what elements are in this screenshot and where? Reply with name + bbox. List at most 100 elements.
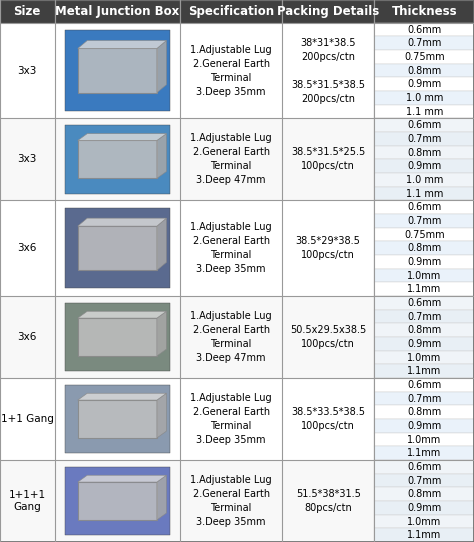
Text: 1.0mm: 1.0mm	[407, 270, 441, 281]
Bar	[55, 296, 180, 378]
Bar	[374, 214, 474, 228]
Text: 51.5*38*31.5
80pcs/ctn: 51.5*38*31.5 80pcs/ctn	[296, 489, 361, 513]
Bar	[374, 364, 474, 378]
Text: 0.8mm: 0.8mm	[407, 325, 441, 335]
Bar	[374, 501, 474, 515]
Bar	[374, 528, 474, 542]
Text: 0.8mm: 0.8mm	[407, 66, 441, 75]
Bar	[64, 467, 170, 535]
Bar	[180, 296, 282, 378]
Polygon shape	[157, 41, 166, 93]
Bar	[0, 201, 55, 296]
Text: 38.5*29*38.5
100pcs/ctn: 38.5*29*38.5 100pcs/ctn	[296, 236, 361, 260]
Bar	[180, 118, 282, 201]
Bar	[0, 460, 55, 542]
Bar	[374, 351, 474, 364]
Text: 0.9mm: 0.9mm	[407, 503, 441, 513]
Text: Size: Size	[14, 5, 41, 18]
Text: 38.5*33.5*38.5
100pcs/ctn: 38.5*33.5*38.5 100pcs/ctn	[291, 407, 365, 431]
Bar	[64, 30, 170, 111]
Polygon shape	[78, 475, 166, 482]
Polygon shape	[157, 218, 166, 270]
Text: 1.Adjustable Lug
2.General Earth
Terminal
3.Deep 35mm: 1.Adjustable Lug 2.General Earth Termina…	[190, 44, 272, 96]
Bar	[0, 118, 55, 201]
Text: 0.9mm: 0.9mm	[407, 339, 441, 349]
Text: 0.6mm: 0.6mm	[407, 462, 441, 472]
Text: 0.75mm: 0.75mm	[404, 52, 445, 62]
Text: 1.0mm: 1.0mm	[407, 517, 441, 526]
Text: 3x6: 3x6	[18, 243, 37, 253]
Bar	[374, 23, 474, 36]
Bar	[180, 201, 282, 296]
Text: 0.6mm: 0.6mm	[407, 120, 441, 130]
Bar	[374, 36, 474, 50]
Text: 1.Adjustable Lug
2.General Earth
Terminal
3.Deep 35mm: 1.Adjustable Lug 2.General Earth Termina…	[190, 475, 272, 527]
Bar	[0, 378, 55, 460]
Bar	[374, 392, 474, 405]
Bar	[78, 140, 157, 178]
Bar	[374, 447, 474, 460]
Text: 0.6mm: 0.6mm	[407, 380, 441, 390]
Bar	[55, 460, 180, 542]
Bar	[282, 201, 374, 296]
Bar	[374, 433, 474, 447]
Bar	[374, 159, 474, 173]
Bar	[374, 515, 474, 528]
Text: 38.5*31.5*25.5
100pcs/ctn: 38.5*31.5*25.5 100pcs/ctn	[291, 147, 365, 171]
Bar	[374, 78, 474, 91]
Bar	[374, 50, 474, 64]
Bar	[180, 460, 282, 542]
Bar	[374, 105, 474, 118]
Text: Packing Details: Packing Details	[277, 5, 379, 18]
Text: 38*31*38.5
200pcs/ctn

38.5*31.5*38.5
200pcs/ctn: 38*31*38.5 200pcs/ctn 38.5*31.5*38.5 200…	[291, 37, 365, 104]
Bar	[78, 400, 157, 438]
Text: 1.0mm: 1.0mm	[407, 352, 441, 363]
Text: 1+1+1
Gang: 1+1+1 Gang	[9, 490, 46, 512]
Text: 1.1 mm: 1.1 mm	[406, 107, 443, 117]
Bar	[374, 146, 474, 159]
Bar	[374, 309, 474, 324]
Bar	[282, 296, 374, 378]
Text: 0.9mm: 0.9mm	[407, 161, 441, 171]
Text: 0.6mm: 0.6mm	[407, 24, 441, 35]
Bar	[78, 48, 157, 93]
Bar	[374, 378, 474, 392]
Bar	[55, 118, 180, 201]
Text: 0.8mm: 0.8mm	[407, 407, 441, 417]
Bar	[282, 0, 374, 23]
Text: 1.0 mm: 1.0 mm	[406, 175, 443, 185]
Text: 3x3: 3x3	[18, 154, 37, 164]
Bar	[64, 208, 170, 288]
Text: 0.9mm: 0.9mm	[407, 257, 441, 267]
Text: 1.1mm: 1.1mm	[407, 448, 441, 458]
Bar	[0, 296, 55, 378]
Bar	[374, 228, 474, 241]
Bar	[374, 64, 474, 78]
Text: 3x3: 3x3	[18, 66, 37, 75]
Text: 1.Adjustable Lug
2.General Earth
Terminal
3.Deep 47mm: 1.Adjustable Lug 2.General Earth Termina…	[190, 133, 272, 185]
Bar	[374, 91, 474, 105]
Polygon shape	[78, 218, 166, 226]
Text: 0.9mm: 0.9mm	[407, 79, 441, 89]
Bar	[282, 118, 374, 201]
Bar	[374, 405, 474, 419]
Bar	[374, 255, 474, 269]
Bar	[78, 318, 157, 356]
Bar	[374, 419, 474, 433]
Bar	[374, 474, 474, 487]
Text: 1.1mm: 1.1mm	[407, 366, 441, 376]
Bar	[0, 23, 55, 118]
Text: 1.1mm: 1.1mm	[407, 530, 441, 540]
Text: 0.6mm: 0.6mm	[407, 298, 441, 308]
Polygon shape	[157, 475, 166, 520]
Text: Specification: Specification	[188, 5, 274, 18]
Bar	[282, 378, 374, 460]
Text: 1.1 mm: 1.1 mm	[406, 189, 443, 198]
Bar	[180, 0, 282, 23]
Text: 0.75mm: 0.75mm	[404, 230, 445, 240]
Bar	[55, 201, 180, 296]
Bar	[374, 296, 474, 309]
Text: 1.Adjustable Lug
2.General Earth
Terminal
3.Deep 47mm: 1.Adjustable Lug 2.General Earth Termina…	[190, 311, 272, 363]
Text: 0.6mm: 0.6mm	[407, 202, 441, 212]
Polygon shape	[157, 311, 166, 356]
